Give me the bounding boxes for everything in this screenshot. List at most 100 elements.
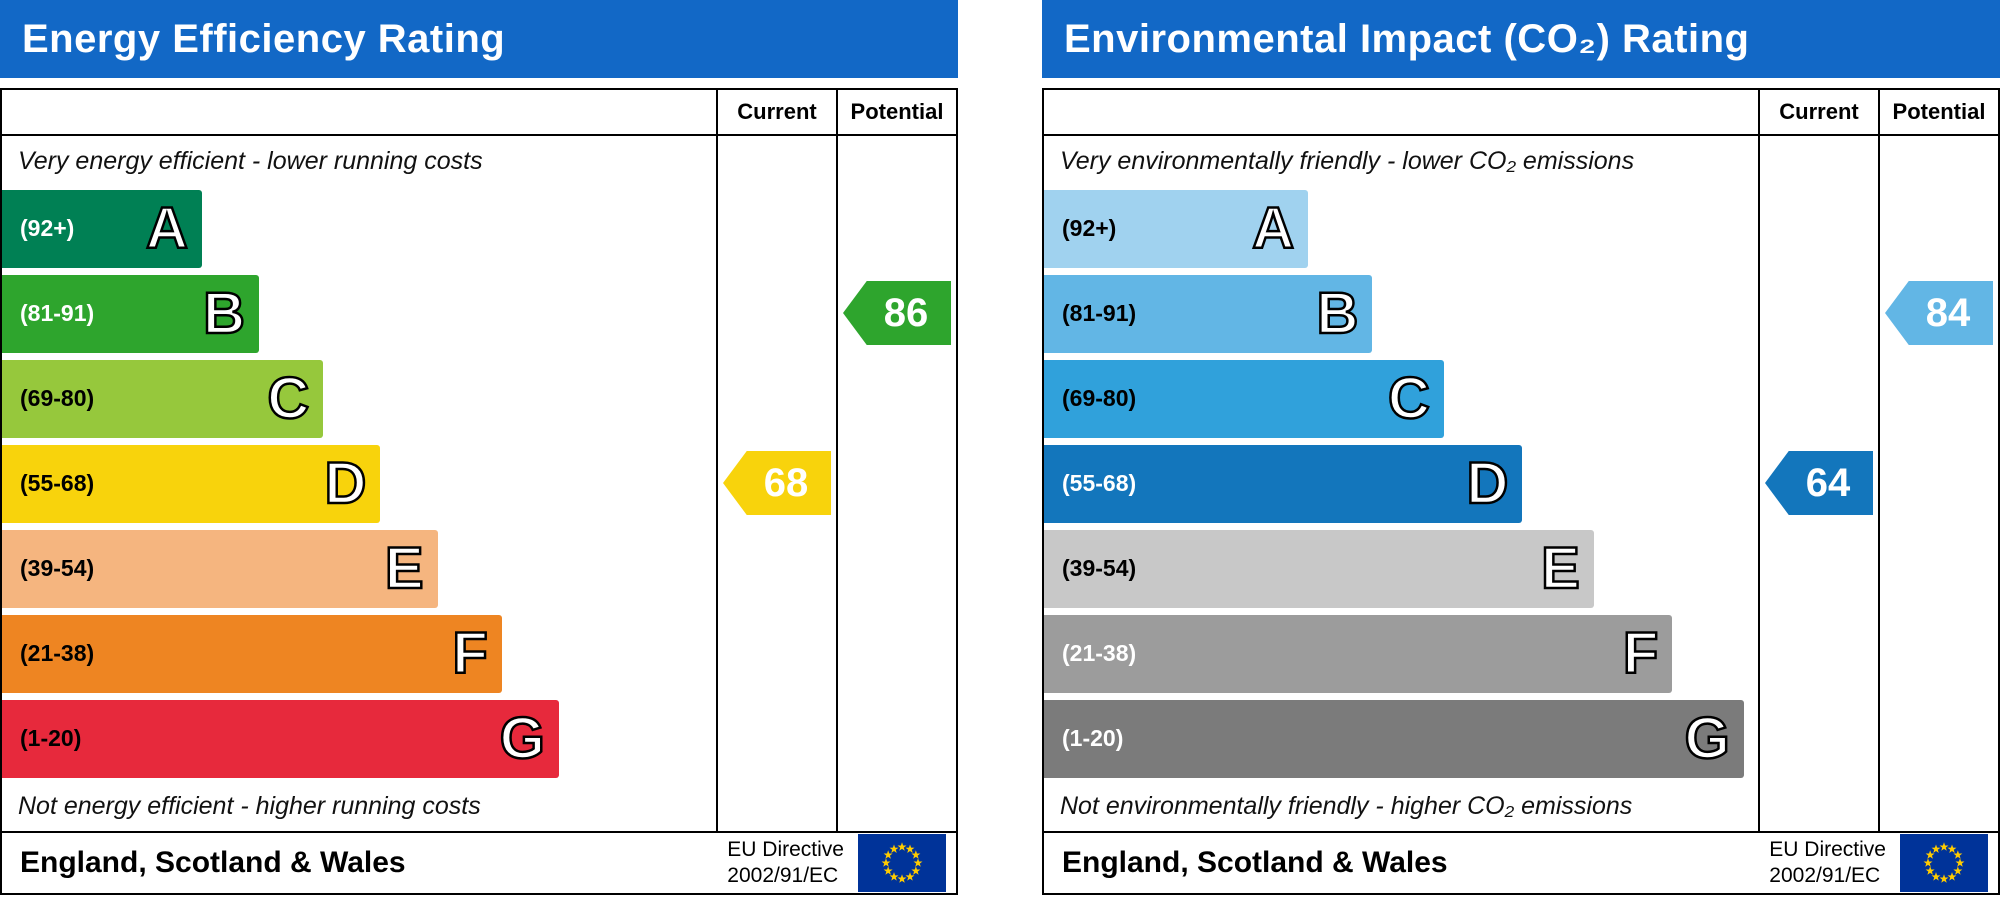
band-letter: G: [499, 705, 547, 771]
current-value: 68: [763, 460, 809, 505]
potential-column-header: Potential: [1878, 90, 1998, 134]
energy-efficiency-rating-panel: Energy Efficiency Rating Current Potenti…: [0, 0, 958, 895]
band-bar-g: (1-20) G: [1044, 699, 1744, 778]
band-bar-f: (21-38) F: [2, 614, 502, 693]
eu-flag-star: [1947, 872, 1957, 881]
current-column: 64: [1758, 136, 1878, 831]
bands: (92+) A (81-91) B (69-80) C (55-68) D (39-54) E (2…: [1044, 186, 1758, 781]
current-column-header: Current: [1758, 90, 1878, 134]
eu-flag-star: [1955, 858, 1965, 867]
eu-flag-star: [889, 872, 899, 881]
potential-value: 86: [883, 290, 929, 335]
band-bar-e: (39-54) E: [1044, 529, 1594, 608]
table-header-row: Current Potential: [2, 90, 956, 136]
energy-rating-table: Current Potential Very energy efficient …: [0, 88, 958, 895]
potential-column: 84: [1878, 136, 1998, 831]
band-range-label: (39-54): [20, 555, 95, 581]
eu-flag-star: [913, 858, 923, 867]
empty-header-cell: [2, 90, 716, 134]
band-range-label: (92+): [20, 215, 75, 241]
current-value: 64: [1805, 460, 1851, 505]
band-row-g: (1-20) G: [2, 696, 716, 781]
eu-flag-star: [905, 872, 915, 881]
bottom-caption: Not environmentally friendly - higher CO…: [1060, 791, 1633, 820]
band-bar-b: (81-91) B: [2, 274, 260, 353]
band-bar-c: (69-80) C: [2, 359, 324, 438]
band-letter: F: [451, 620, 489, 686]
band-range-label: (69-80): [20, 385, 95, 411]
eu-flag-star: [911, 850, 921, 859]
current-arrow: 68: [723, 451, 831, 515]
eu-flag-star: [1931, 844, 1941, 853]
potential-column: 86: [836, 136, 956, 831]
band-row-b: (81-91) B: [1044, 271, 1758, 356]
eu-flag-star: [911, 866, 921, 875]
potential-arrow: 86: [843, 281, 951, 345]
bands-area: Very environmentally friendly - lower CO…: [1044, 136, 1758, 831]
table-footer: England, Scotland & Wales EU Directive 2…: [2, 831, 956, 893]
top-caption: Very energy efficient - lower running co…: [18, 146, 483, 175]
band-letter: D: [1465, 450, 1509, 516]
band-row-g: (1-20) G: [1044, 696, 1758, 781]
eu-flag-star: [1953, 850, 1963, 859]
eu-flag-star: [1939, 842, 1949, 851]
eu-flag-icon: [1900, 834, 1988, 892]
band-row-a: (92+) A: [1044, 186, 1758, 271]
eu-directive-line1: EU Directive: [1769, 837, 1886, 861]
environmental-title-bar: Environmental Impact (CO₂) Rating: [1042, 0, 2000, 78]
eu-flag-star: [1953, 866, 1963, 875]
eu-flag-star: [897, 842, 907, 851]
eu-directive-line1: EU Directive: [727, 837, 844, 861]
eu-flag-star: [1939, 874, 1949, 883]
band-range-label: (92+): [1062, 215, 1117, 241]
band-bar-e: (39-54) E: [2, 529, 438, 608]
eu-flag-icon: [858, 834, 946, 892]
band-bar-d: (55-68) D: [1044, 444, 1523, 523]
environmental-chart-title: Environmental Impact (CO₂) Rating: [1064, 16, 1750, 61]
band-row-d: (55-68) D: [2, 441, 716, 526]
environmental-impact-rating-panel: Environmental Impact (CO₂) Rating Curren…: [1042, 0, 2000, 895]
current-column: 68: [716, 136, 836, 831]
bottom-caption: Not energy efficient - higher running co…: [18, 791, 481, 820]
table-footer: England, Scotland & Wales EU Directive 2…: [1044, 831, 1998, 893]
band-row-b: (81-91) B: [2, 271, 716, 356]
eu-directive-line2: 2002/91/EC: [727, 864, 839, 887]
band-range-label: (55-68): [1062, 470, 1137, 496]
band-range-label: (69-80): [1062, 385, 1137, 411]
band-row-a: (92+) A: [2, 186, 716, 271]
eu-flag-star: [1931, 872, 1941, 881]
band-letter: G: [1683, 705, 1731, 771]
table-header-row: Current Potential: [1044, 90, 1998, 136]
bands-area: Very energy efficient - lower running co…: [2, 136, 716, 831]
bands: (92+) A (81-91) B (69-80) C (55-68) D (39-54) E (2…: [2, 186, 716, 781]
eu-flag-star: [1925, 866, 1935, 875]
band-bar-d: (55-68) D: [2, 444, 381, 523]
current-column-header: Current: [716, 90, 836, 134]
band-letter: A: [145, 195, 189, 261]
band-bar-f: (21-38) F: [1044, 614, 1673, 693]
environmental-rating-table: Current Potential Very environmentally f…: [1042, 88, 2000, 895]
current-arrow: 64: [1765, 451, 1873, 515]
band-letter: D: [323, 450, 367, 516]
band-row-d: (55-68) D: [1044, 441, 1758, 526]
band-range-label: (39-54): [1062, 555, 1137, 581]
band-range-label: (1-20): [1062, 725, 1124, 751]
band-letter: F: [1622, 620, 1660, 686]
eu-flag-star: [889, 844, 899, 853]
eu-flag-star: [883, 850, 893, 859]
eu-directive-label: EU Directive 2002/91/EC: [1769, 837, 1886, 890]
band-range-label: (81-91): [20, 300, 95, 326]
band-letter: A: [1251, 195, 1295, 261]
band-letter: E: [1540, 535, 1581, 601]
band-letter: C: [1387, 365, 1431, 431]
region-label: England, Scotland & Wales: [20, 846, 406, 879]
region-label: England, Scotland & Wales: [1062, 846, 1448, 879]
band-row-f: (21-38) F: [2, 611, 716, 696]
band-row-e: (39-54) E: [1044, 526, 1758, 611]
band-row-e: (39-54) E: [2, 526, 716, 611]
band-row-c: (69-80) C: [1044, 356, 1758, 441]
eu-flag-star: [881, 858, 891, 867]
band-bar-b: (81-91) B: [1044, 274, 1373, 353]
band-letter: E: [384, 535, 425, 601]
